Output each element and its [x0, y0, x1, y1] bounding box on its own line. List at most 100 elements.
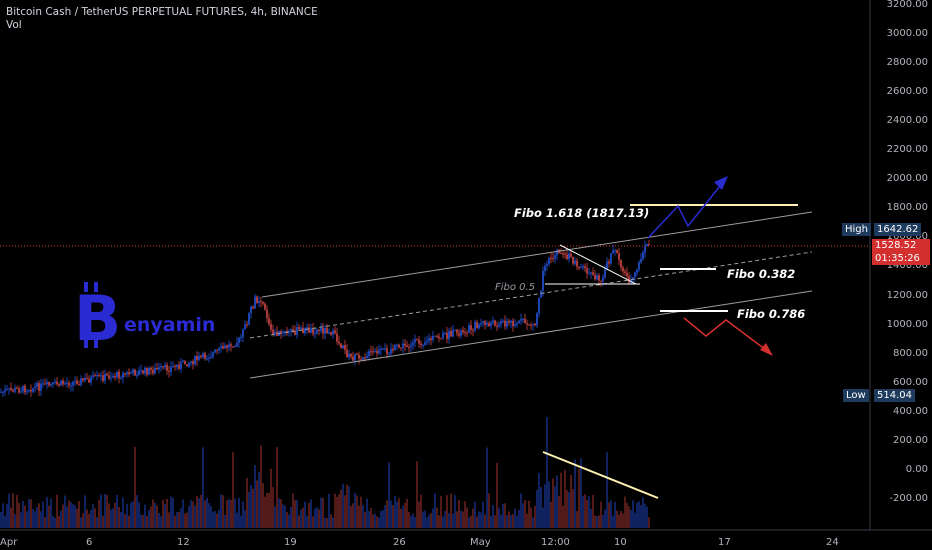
volume-bar: [92, 504, 94, 528]
candle-body: [72, 381, 74, 386]
candle-body: [52, 382, 54, 385]
candle-body: [258, 300, 260, 303]
candle-body: [206, 358, 208, 360]
volume-bar: [26, 511, 28, 528]
candle-body: [328, 332, 330, 334]
candle-body: [410, 345, 412, 348]
candle-body: [428, 338, 430, 342]
candle-body: [124, 373, 126, 375]
candle-body: [346, 349, 348, 358]
volume-bar: [616, 510, 618, 528]
volume-bar: [528, 500, 530, 528]
volume-bar: [116, 494, 118, 528]
candle-body: [586, 268, 588, 274]
candle-body: [268, 318, 270, 324]
volume-bar: [42, 501, 44, 528]
volume-bar: [74, 505, 76, 528]
volume-bar: [590, 508, 592, 528]
volume-bar: [274, 506, 276, 528]
candle-body: [308, 327, 310, 333]
volume-bar: [360, 496, 362, 528]
volume-bar: [90, 509, 92, 528]
volume-bar: [610, 500, 612, 528]
high-tag-label: High: [842, 223, 871, 236]
volume-bar: [32, 509, 34, 528]
volume-bar: [476, 516, 478, 528]
candle-body: [228, 344, 230, 348]
volume-indicator-label[interactable]: Vol: [6, 19, 22, 31]
candle-body: [572, 256, 574, 264]
candle-body: [596, 275, 598, 280]
candle-body: [510, 320, 512, 323]
candle-body: [222, 346, 224, 349]
candle-body: [526, 323, 528, 325]
candle-body: [628, 276, 630, 284]
candle-body: [648, 244, 650, 246]
volume-bar: [568, 491, 570, 528]
candle-body: [482, 321, 484, 324]
candle-body: [310, 328, 312, 333]
volume-bar: [556, 475, 558, 528]
volume-bar: [516, 515, 518, 528]
candle-body: [386, 348, 388, 354]
candle-body: [486, 323, 488, 325]
volume-bar: [128, 515, 130, 528]
candle-body: [284, 330, 286, 332]
candle-body: [140, 370, 142, 372]
candle-body: [378, 349, 380, 354]
volume-bar: [486, 447, 488, 528]
volume-bar: [636, 502, 638, 528]
volume-bar: [278, 498, 280, 528]
volume-bar: [332, 517, 334, 528]
volume-bar: [10, 507, 12, 528]
candle-body: [102, 375, 104, 381]
candle-body: [256, 296, 258, 303]
candle-body: [50, 384, 52, 386]
volume-bar: [626, 502, 628, 528]
volume-bar: [350, 506, 352, 528]
fibo-0382-label[interactable]: Fibo 0.382: [727, 267, 796, 281]
volume-bar: [538, 472, 540, 528]
candle-body: [164, 364, 166, 368]
candle-body: [190, 361, 192, 363]
candle-body: [74, 380, 76, 382]
candle-body: [316, 329, 318, 334]
fibo-0786-label[interactable]: Fibo 0.786: [737, 307, 806, 321]
volume-bar: [214, 511, 216, 528]
symbol-title[interactable]: Bitcoin Cash / TetherUS PERPETUAL FUTURE…: [6, 6, 318, 18]
time-axis-tick-label: 17: [718, 537, 731, 548]
volume-bar: [466, 507, 468, 528]
volume-bar: [364, 512, 366, 528]
candle-body: [432, 335, 434, 340]
candle-body: [70, 385, 72, 387]
candle-body: [58, 384, 60, 386]
volume-bar: [336, 496, 338, 528]
volume-bar: [258, 471, 260, 528]
volume-bar: [386, 500, 388, 528]
fibo-1618-label[interactable]: Fibo 1.618 (1817.13): [514, 206, 650, 220]
volume-bar: [560, 472, 562, 528]
candle-body: [512, 320, 514, 327]
volume-bar: [510, 515, 512, 528]
candle-body: [458, 333, 460, 336]
volume-bar: [104, 493, 106, 528]
candle-body: [438, 336, 440, 339]
volume-bar: [522, 503, 524, 528]
candle-body: [374, 350, 376, 353]
volume-bar: [622, 513, 624, 528]
volume-bar: [498, 507, 500, 528]
volume-bar: [292, 493, 294, 528]
volume-bar: [552, 478, 554, 528]
candle-body: [126, 372, 128, 375]
candle-body: [496, 325, 498, 327]
volume-bar: [596, 516, 598, 528]
volume-bar: [6, 503, 8, 528]
volume-bar: [448, 513, 450, 528]
candle-body: [230, 344, 232, 347]
volume-bar: [122, 497, 124, 528]
volume-bar: [638, 501, 640, 528]
candle-body: [376, 350, 378, 354]
fibo-05-label[interactable]: Fibo 0.5: [495, 282, 536, 293]
candle-body: [4, 389, 6, 392]
